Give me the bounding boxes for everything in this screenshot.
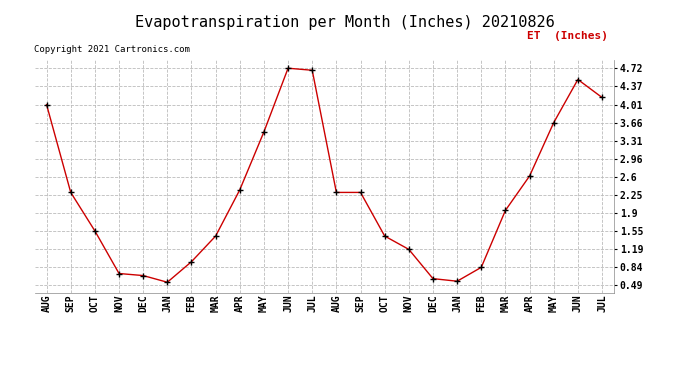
- Text: Evapotranspiration per Month (Inches) 20210826: Evapotranspiration per Month (Inches) 20…: [135, 15, 555, 30]
- Text: ET  (Inches): ET (Inches): [527, 32, 609, 41]
- Text: Copyright 2021 Cartronics.com: Copyright 2021 Cartronics.com: [34, 45, 190, 54]
